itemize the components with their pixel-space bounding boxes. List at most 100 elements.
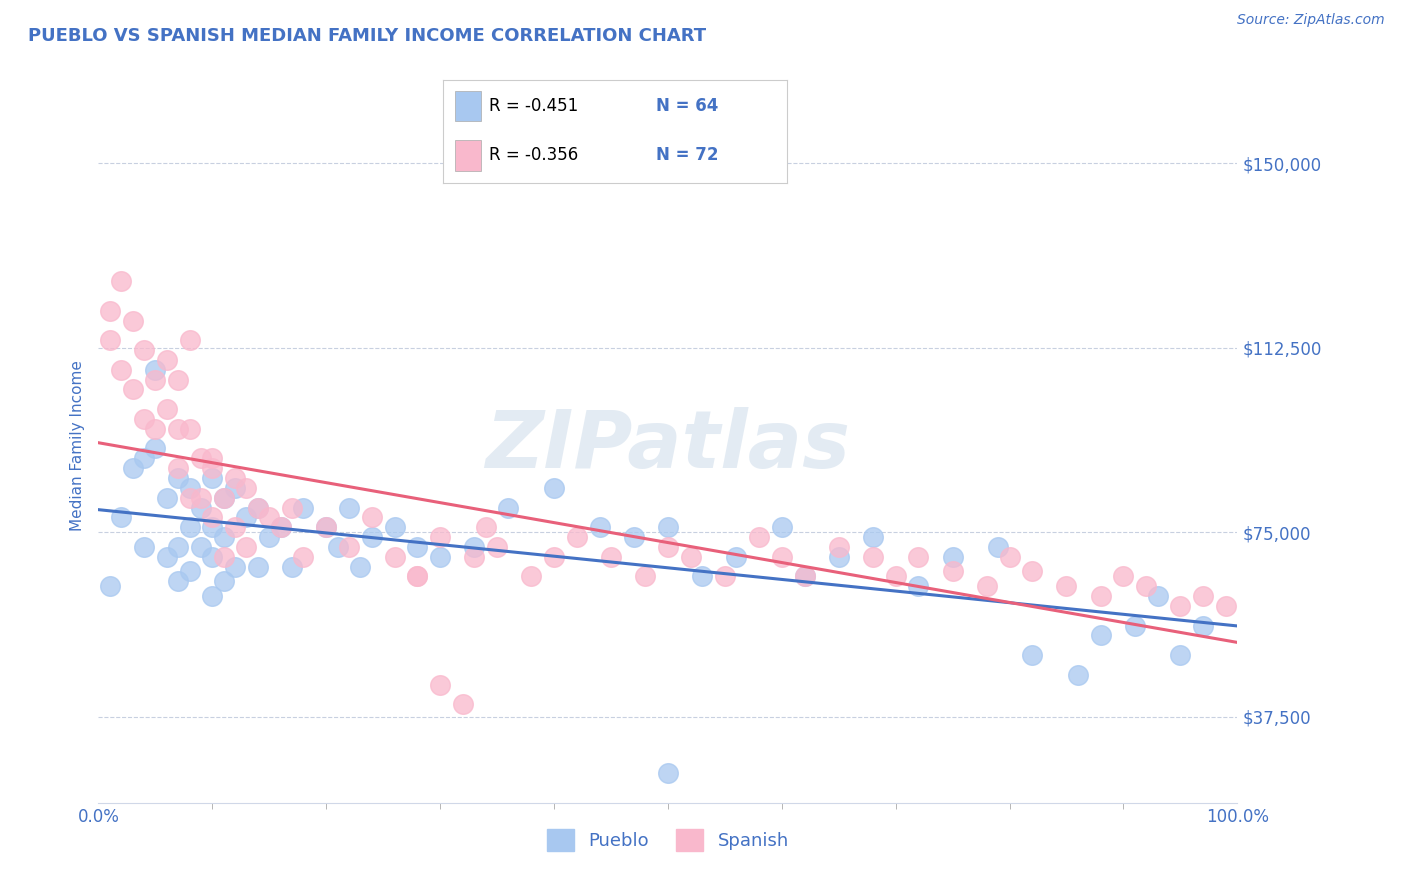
- Point: [384, 549, 406, 564]
- Point: [132, 540, 155, 554]
- Text: R = -0.451: R = -0.451: [489, 97, 579, 115]
- Point: [486, 540, 509, 554]
- Point: [167, 373, 190, 387]
- Point: [121, 461, 143, 475]
- Point: [110, 362, 132, 376]
- Point: [884, 569, 907, 583]
- Point: [657, 766, 679, 780]
- Point: [121, 313, 143, 327]
- Point: [907, 549, 929, 564]
- Point: [179, 491, 201, 505]
- Point: [1021, 648, 1043, 662]
- Point: [235, 481, 257, 495]
- Point: [976, 579, 998, 593]
- FancyBboxPatch shape: [456, 140, 481, 170]
- Point: [1192, 618, 1215, 632]
- Point: [156, 352, 179, 367]
- Point: [145, 373, 167, 387]
- Point: [292, 500, 315, 515]
- Point: [998, 549, 1021, 564]
- Point: [190, 491, 212, 505]
- Point: [224, 520, 246, 534]
- Text: R = -0.356: R = -0.356: [489, 146, 579, 164]
- Point: [246, 559, 269, 574]
- Point: [1215, 599, 1237, 613]
- Point: [1192, 589, 1215, 603]
- Point: [179, 422, 201, 436]
- Point: [463, 540, 485, 554]
- Point: [679, 549, 702, 564]
- Point: [259, 510, 281, 524]
- Point: [1170, 599, 1192, 613]
- Point: [179, 333, 201, 347]
- Point: [725, 549, 748, 564]
- Point: [281, 500, 304, 515]
- Point: [360, 530, 382, 544]
- Point: [156, 402, 179, 417]
- Point: [315, 520, 337, 534]
- Point: [520, 569, 543, 583]
- Point: [987, 540, 1010, 554]
- Point: [156, 549, 179, 564]
- Point: [201, 461, 224, 475]
- Point: [714, 569, 737, 583]
- Point: [337, 540, 360, 554]
- Point: [270, 520, 292, 534]
- Point: [212, 574, 235, 589]
- Point: [132, 343, 155, 357]
- Point: [463, 549, 485, 564]
- Point: [1112, 569, 1135, 583]
- Point: [270, 520, 292, 534]
- Text: N = 72: N = 72: [657, 146, 718, 164]
- Point: [623, 530, 645, 544]
- Point: [281, 559, 304, 574]
- Point: [793, 569, 815, 583]
- Point: [1054, 579, 1078, 593]
- Point: [828, 549, 851, 564]
- Point: [292, 549, 315, 564]
- Point: [1123, 618, 1146, 632]
- Point: [600, 549, 623, 564]
- Point: [145, 422, 167, 436]
- Point: [862, 530, 884, 544]
- Point: [429, 549, 451, 564]
- Point: [167, 422, 190, 436]
- Point: [235, 540, 257, 554]
- Point: [224, 481, 246, 495]
- Point: [110, 510, 132, 524]
- Point: [201, 589, 224, 603]
- Text: PUEBLO VS SPANISH MEDIAN FAMILY INCOME CORRELATION CHART: PUEBLO VS SPANISH MEDIAN FAMILY INCOME C…: [28, 27, 706, 45]
- Point: [1135, 579, 1157, 593]
- Point: [451, 698, 474, 712]
- Point: [201, 471, 224, 485]
- Point: [429, 678, 451, 692]
- Point: [498, 500, 520, 515]
- Point: [246, 500, 269, 515]
- FancyBboxPatch shape: [456, 91, 481, 121]
- Point: [690, 569, 713, 583]
- Point: [793, 569, 815, 583]
- Text: N = 64: N = 64: [657, 97, 718, 115]
- Point: [212, 530, 235, 544]
- Point: [132, 451, 155, 466]
- Point: [179, 565, 201, 579]
- Point: [326, 540, 349, 554]
- Point: [657, 520, 679, 534]
- Point: [201, 451, 224, 466]
- Point: [98, 579, 121, 593]
- Point: [212, 491, 235, 505]
- Point: [1067, 668, 1090, 682]
- Point: [201, 520, 224, 534]
- Point: [1170, 648, 1192, 662]
- Point: [828, 540, 851, 554]
- Point: [942, 565, 965, 579]
- Point: [190, 500, 212, 515]
- Point: [224, 471, 246, 485]
- Point: [98, 303, 121, 318]
- Point: [145, 442, 167, 456]
- Point: [588, 520, 610, 534]
- Point: [406, 569, 429, 583]
- Point: [201, 549, 224, 564]
- Point: [337, 500, 360, 515]
- Point: [543, 481, 565, 495]
